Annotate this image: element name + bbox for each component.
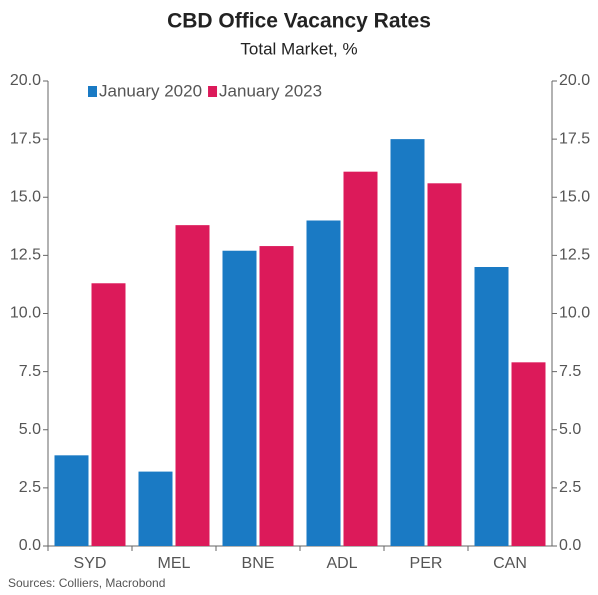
legend-label: January 2023	[219, 81, 322, 100]
bar	[222, 250, 257, 546]
y-tick-label: 2.5	[19, 479, 41, 496]
y2-tick-label: 15.0	[559, 188, 590, 205]
chart-title: CBD Office Vacancy Rates	[167, 10, 431, 33]
y-tick-label: 5.0	[19, 421, 41, 438]
y-tick-label: 17.5	[10, 130, 41, 147]
bar	[91, 283, 126, 546]
bar	[474, 267, 509, 546]
bar	[427, 183, 462, 547]
y-tick-label: 0.0	[19, 537, 41, 554]
bar	[259, 246, 294, 546]
y-tick-label: 20.0	[10, 72, 41, 89]
x-tick-label: CAN	[493, 555, 527, 572]
bar	[175, 225, 210, 546]
bar	[306, 220, 341, 546]
bar	[54, 455, 89, 546]
x-tick-label: ADL	[326, 555, 357, 572]
y-tick-label: 15.0	[10, 188, 41, 205]
y2-tick-label: 0.0	[559, 537, 581, 554]
bar	[343, 171, 378, 547]
source-note: Sources: Colliers, Macrobond	[8, 576, 165, 590]
y-tick-label: 7.5	[19, 363, 41, 380]
legend-swatch	[208, 86, 218, 97]
y2-tick-label: 5.0	[559, 421, 581, 438]
y2-tick-label: 17.5	[559, 130, 590, 147]
y-tick-label: 12.5	[10, 247, 41, 264]
chart-subtitle: Total Market, %	[240, 39, 357, 58]
x-tick-label: PER	[410, 555, 443, 572]
y-tick-label: 10.0	[10, 305, 41, 322]
x-tick-label: SYD	[74, 555, 107, 572]
bar	[390, 139, 425, 546]
y2-tick-label: 2.5	[559, 479, 581, 496]
legend-swatch	[88, 86, 97, 97]
bar	[511, 362, 546, 546]
x-tick-label: BNE	[242, 555, 275, 572]
x-tick-label: MEL	[158, 555, 191, 572]
y2-tick-label: 20.0	[559, 72, 590, 89]
bar	[138, 471, 173, 546]
y2-tick-label: 12.5	[559, 247, 590, 264]
legend-label: January 2020	[99, 81, 202, 100]
y2-tick-label: 10.0	[559, 305, 590, 322]
y2-tick-label: 7.5	[559, 363, 581, 380]
